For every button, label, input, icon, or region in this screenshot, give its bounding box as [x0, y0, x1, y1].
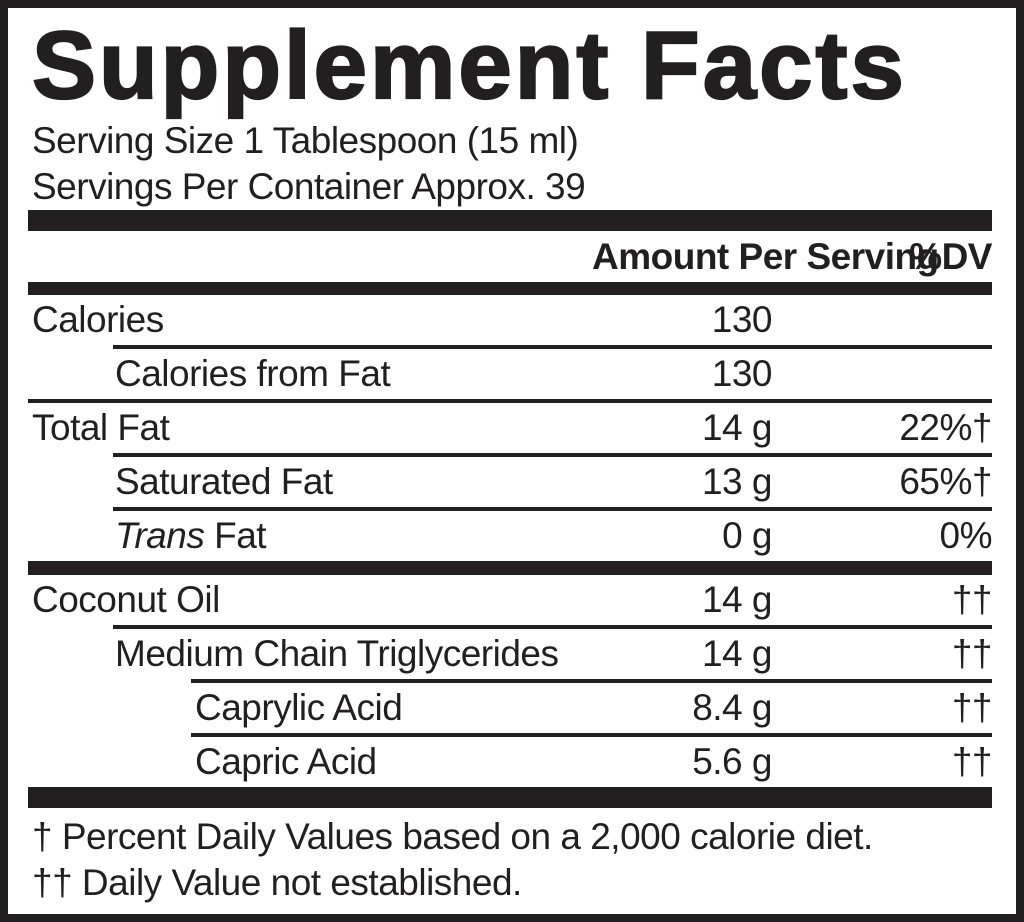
amount-value: 14 g — [701, 579, 773, 620]
nutrient-name-italic: Trans — [115, 515, 205, 556]
separator-line — [191, 679, 992, 683]
nutrient-name: Coconut Oil — [32, 579, 220, 620]
row-calories-from-fat: Calories from Fat 130 — [28, 349, 992, 399]
serving-size-text: Serving Size 1 Tablespoon (15 ml) — [32, 120, 579, 161]
nutrient-name: Calories — [32, 299, 164, 340]
nutrient-name: Trans Fat — [28, 515, 592, 557]
row-capric-acid: Capric Acid 5.6 g †† — [28, 737, 993, 787]
dv-value: †† — [951, 579, 993, 620]
dv-value: 0% — [939, 515, 993, 556]
label-title: Supplement Facts — [31, 12, 907, 119]
nutrient-name: Capric Acid — [195, 741, 377, 782]
amount-value: 130 — [711, 299, 773, 340]
divider-bar-top — [28, 210, 992, 231]
dv-value: †† — [951, 741, 993, 782]
dv-value: 22%† — [899, 407, 992, 448]
column-header-amount: Amount Per Serving — [592, 235, 939, 277]
nutrient-name: Total Fat — [32, 407, 170, 448]
row-total-fat: Total Fat 14 g 22%† — [28, 403, 993, 453]
amount-value: 130 — [711, 353, 773, 394]
column-header-row: Amount Per Serving %DV — [28, 231, 993, 282]
amount-value: 0 g — [722, 515, 772, 556]
amount-value: 8.4 g — [692, 687, 772, 728]
separator-line — [113, 625, 992, 629]
separator-line — [113, 345, 992, 349]
amount-value: 14 g — [701, 407, 773, 448]
separator-line — [113, 507, 992, 511]
row-medium-chain-triglycerides: Medium Chain Triglycerides 14 g †† — [28, 629, 993, 679]
amount-value: 5.6 g — [692, 741, 772, 782]
row-trans-fat: Trans Fat 0 g 0% — [28, 511, 993, 561]
separator-line — [113, 453, 992, 457]
nutrient-name-rest: Fat — [204, 515, 267, 556]
dv-value: †† — [951, 687, 993, 728]
nutrient-name: Medium Chain Triglycerides — [115, 633, 559, 674]
column-header-dv: %DV — [909, 235, 992, 277]
footnotes: † Percent Daily Values based on a 2,000 … — [28, 814, 992, 906]
amount-value: 13 g — [701, 461, 773, 502]
separator-line-full — [28, 399, 992, 403]
footnote-dv-not-established: †† Daily Value not established. — [32, 862, 522, 903]
row-calories: Calories 130 — [28, 295, 992, 345]
nutrient-name: Caprylic Acid — [195, 687, 403, 728]
divider-bar-bottom — [28, 787, 992, 808]
row-saturated-fat: Saturated Fat 13 g 65%† — [28, 457, 993, 507]
row-caprylic-acid: Caprylic Acid 8.4 g †† — [28, 683, 993, 733]
separator-line — [191, 733, 992, 737]
divider-bar-middle — [28, 561, 992, 575]
servings-per-container-text: Servings Per Container Approx. 39 — [32, 166, 586, 207]
amount-value: 14 g — [701, 633, 773, 674]
nutrient-name: Saturated Fat — [115, 461, 333, 502]
row-coconut-oil: Coconut Oil 14 g †† — [28, 575, 993, 625]
dv-value: †† — [951, 633, 993, 674]
dv-value: 65%† — [899, 461, 992, 502]
footnote-daily-values: † Percent Daily Values based on a 2,000 … — [32, 816, 873, 857]
nutrient-name: Calories from Fat — [115, 353, 391, 394]
divider-bar-under-header — [28, 282, 992, 295]
